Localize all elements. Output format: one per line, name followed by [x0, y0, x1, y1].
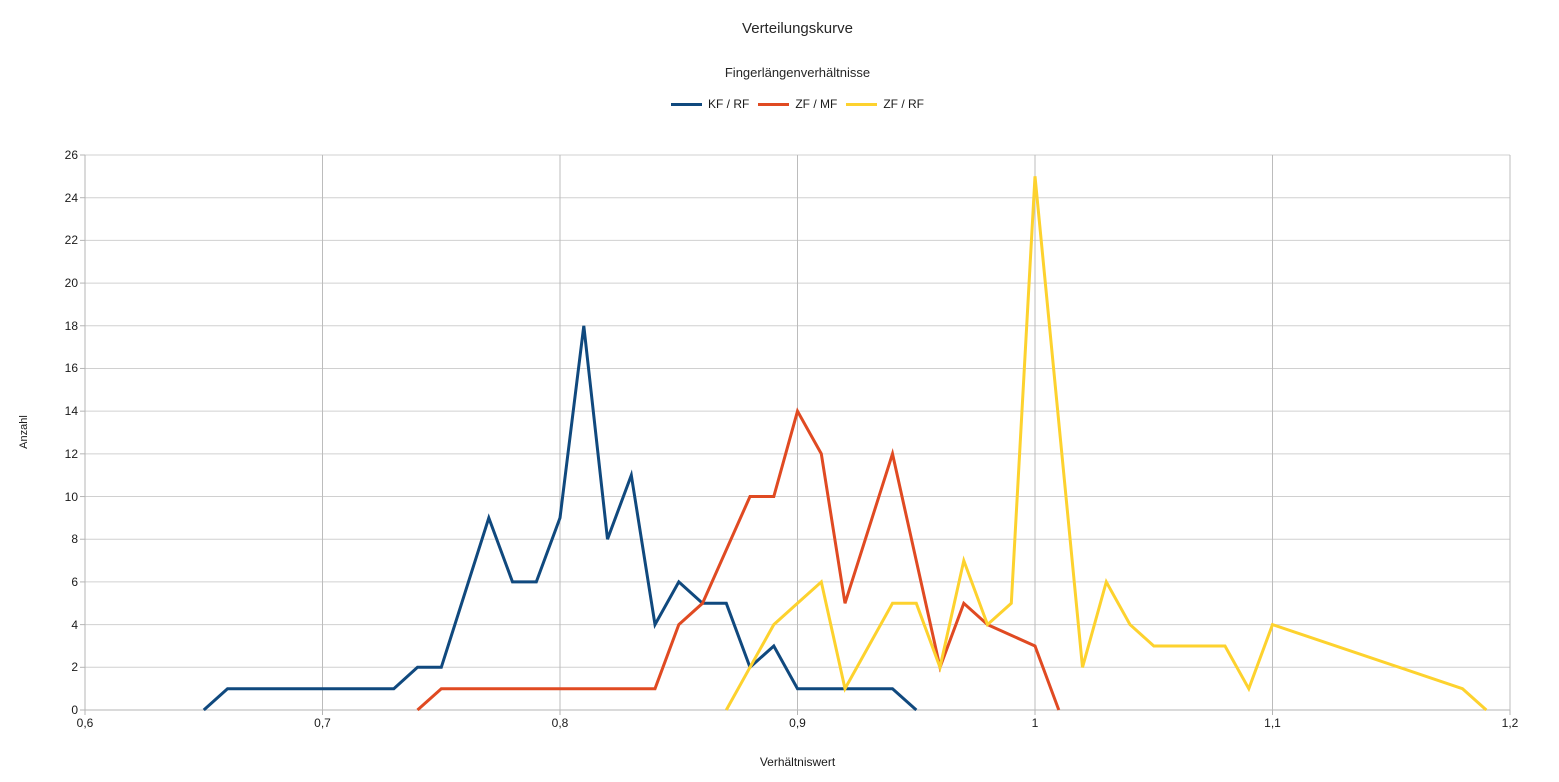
y-tick-label: 0 — [71, 703, 78, 717]
y-tick-label: 8 — [71, 532, 78, 547]
legend-line-swatch-zf-rf — [846, 102, 878, 106]
x-tick-label: 1 — [1031, 716, 1039, 730]
y-tick-label: 4 — [71, 617, 78, 632]
y-tick-label: 14 — [64, 404, 78, 419]
x-tick-label: 0,7 — [314, 716, 331, 730]
chart-subtitle: Fingerlängenverhältnisse — [724, 65, 871, 80]
y-tick-label: 10 — [64, 489, 78, 504]
chart-title: Verteilungskurve — [742, 20, 853, 37]
y-axis-title: Anzahl — [18, 415, 30, 449]
y-tick-label: 16 — [64, 361, 78, 376]
legend-label: KF / RF — [707, 97, 750, 111]
legend-item-zf-rf: ZF / RF — [846, 97, 924, 111]
series-line-kf-rf — [202, 325, 918, 712]
x-tick-label: 0,8 — [551, 716, 569, 730]
y-tick-label: 12 — [64, 446, 78, 461]
x-axis-title: Verhältniswert — [759, 755, 836, 769]
legend-line-swatch-zf-mf — [758, 102, 790, 106]
y-tick-label: 6 — [71, 574, 78, 589]
y-tick-label: 18 — [64, 318, 78, 333]
legend-item-zf-mf: ZF / MF — [758, 97, 837, 111]
plot-svg — [80, 154, 1511, 715]
x-tick-label: 1,2 — [1501, 716, 1519, 730]
y-tick-label: 22 — [64, 233, 78, 248]
legend-line-swatch-kf-rf — [670, 102, 702, 106]
series-line-zf-rf — [724, 176, 1488, 712]
legend-item-kf-rf: KF / RF — [670, 97, 750, 111]
y-tick-label: 2 — [71, 660, 78, 675]
legend-label: ZF / RF — [883, 97, 924, 111]
y-tick-label: 20 — [64, 276, 78, 291]
y-tick-label: 24 — [64, 190, 78, 205]
x-tick-label: 1,1 — [1264, 716, 1281, 730]
legend-label: ZF / MF — [795, 97, 838, 111]
series-line-zf-mf — [416, 407, 1061, 712]
y-tick-label: 26 — [64, 148, 78, 162]
chart-plot-area — [80, 154, 1511, 715]
x-tick-label: 0,9 — [789, 716, 806, 730]
chart-legend: KF / RF ZF / MF ZF / RF — [85, 95, 1510, 113]
x-tick-label: 0,6 — [76, 716, 94, 730]
